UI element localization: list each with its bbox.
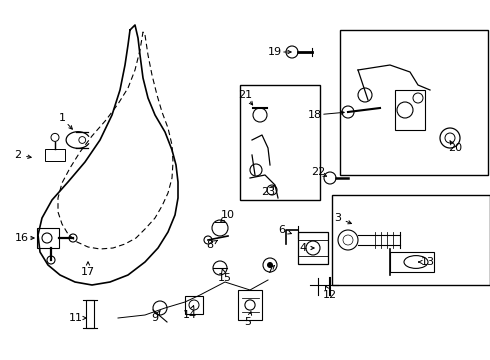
Text: 5: 5	[245, 317, 251, 327]
Text: 3: 3	[335, 213, 342, 223]
Bar	[390, 252, 435, 271]
Bar	[37, 228, 59, 248]
Bar	[185, 296, 203, 314]
Circle shape	[267, 262, 273, 268]
Text: 8: 8	[206, 240, 214, 250]
Text: 19: 19	[268, 47, 282, 57]
Text: 4: 4	[299, 243, 307, 253]
Bar	[340, 30, 488, 175]
Text: 12: 12	[323, 290, 337, 300]
Text: 6: 6	[278, 225, 286, 235]
Bar	[298, 232, 328, 264]
Text: 20: 20	[448, 143, 462, 153]
Text: 11: 11	[69, 313, 83, 323]
Text: 2: 2	[14, 150, 22, 160]
Bar	[395, 90, 425, 130]
Text: 15: 15	[218, 273, 232, 283]
Text: 9: 9	[151, 313, 159, 323]
Text: 14: 14	[183, 310, 197, 320]
Text: 13: 13	[421, 257, 435, 267]
Text: 10: 10	[221, 210, 235, 220]
Text: 16: 16	[15, 233, 29, 243]
Bar	[238, 290, 262, 320]
Text: 23: 23	[261, 187, 275, 197]
Text: 21: 21	[238, 90, 252, 100]
Bar	[332, 195, 490, 285]
Text: 17: 17	[81, 267, 95, 277]
Bar	[240, 85, 320, 200]
Bar	[46, 149, 65, 161]
Text: 1: 1	[58, 113, 66, 123]
Text: 18: 18	[308, 110, 322, 120]
Bar	[86, 300, 94, 328]
Text: 7: 7	[267, 265, 273, 275]
Text: 22: 22	[311, 167, 325, 177]
